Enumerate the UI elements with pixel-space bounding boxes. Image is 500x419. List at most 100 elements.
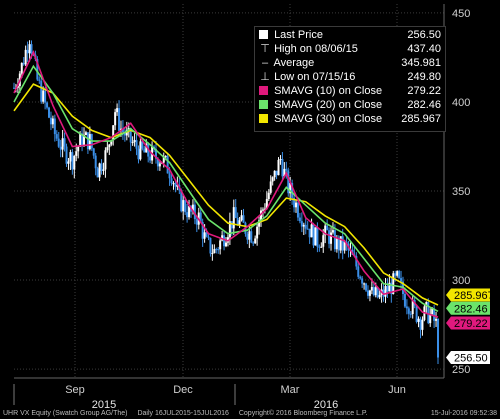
- x-tick-label: Dec: [173, 384, 193, 396]
- candle-body: [279, 159, 282, 161]
- candle-body: [46, 102, 49, 108]
- candle-body: [427, 302, 430, 324]
- candle-body: [139, 141, 142, 160]
- candle-body: [295, 202, 298, 208]
- candle-body: [322, 235, 325, 247]
- candle-body: [269, 181, 272, 193]
- candle-body: [79, 133, 82, 147]
- candle-body: [125, 130, 128, 136]
- x-tick-label: Sep: [65, 384, 85, 396]
- candle-body: [186, 212, 189, 218]
- candle-body: [86, 132, 89, 150]
- y-tick-label: 400: [452, 97, 470, 109]
- candle-body: [236, 217, 239, 226]
- candle-body: [405, 306, 408, 309]
- candle-body: [403, 294, 406, 307]
- candle-body: [407, 308, 410, 314]
- candle-body: [396, 271, 399, 276]
- sma30-line: [13, 83, 439, 306]
- candle-body: [92, 148, 95, 156]
- candle-body: [26, 49, 29, 54]
- candle-body: [36, 59, 39, 80]
- y-tick-label: 250: [452, 364, 470, 376]
- candle-body: [40, 80, 43, 102]
- candle-body: [215, 249, 218, 251]
- legend-label: SMAVG (30) on Close: [274, 113, 383, 125]
- candle-body: [419, 318, 422, 330]
- candle-body: [248, 231, 251, 240]
- candle-body: [228, 221, 231, 238]
- candle-body: [193, 204, 196, 220]
- footer-copyright: Copyright© 2016 Bloomberg Finance L.P.: [238, 410, 368, 417]
- legend-label: SMAVG (10) on Close: [274, 85, 383, 97]
- candle-body: [98, 163, 101, 178]
- legend-swatch-last-price: [259, 30, 268, 39]
- legend-label: SMAVG (20) on Close: [274, 99, 383, 111]
- legend-swatch-sma30: [259, 114, 268, 123]
- candle-body: [211, 253, 214, 255]
- candle-body: [63, 138, 66, 147]
- low-marker-icon: ⊥: [260, 71, 270, 83]
- candle-body: [59, 146, 62, 150]
- candle-body: [287, 170, 290, 194]
- candle-body: [38, 79, 41, 81]
- candle-body: [304, 224, 307, 229]
- candle-body: [374, 287, 377, 296]
- candle-body: [106, 147, 109, 151]
- candle-body: [355, 256, 358, 267]
- candle-body: [409, 313, 412, 315]
- candle-body: [57, 138, 60, 147]
- candle-body: [73, 155, 76, 170]
- legend-item-sma30: SMAVG (30) on Close 285.967: [259, 113, 441, 126]
- candle-body: [277, 159, 280, 176]
- candle-body: [168, 173, 171, 179]
- candle-body: [431, 308, 434, 314]
- candle-body: [102, 169, 105, 171]
- candle-body: [388, 282, 391, 292]
- candle-body: [232, 207, 235, 229]
- legend-item-last-price: Last Price 256.50: [259, 29, 441, 42]
- candle-body: [104, 150, 107, 170]
- legend-value: 437.40: [407, 43, 441, 55]
- footer-timestamp: 15-Jul-2016 09:52:38: [430, 410, 497, 417]
- value-tag: [446, 351, 490, 365]
- legend-item-high: ⊤ High on 08/06/15 437.40: [259, 43, 441, 56]
- candle-body: [343, 241, 346, 251]
- candle-body: [201, 222, 204, 239]
- legend-item-sma20: SMAVG (20) on Close 282.46: [259, 99, 441, 112]
- candle-body: [263, 208, 266, 210]
- candle-body: [221, 235, 224, 241]
- candle-body: [108, 144, 111, 148]
- chart-legend: Last Price 256.50 ⊤ High on 08/06/15 437…: [254, 26, 446, 132]
- candle-body: [96, 168, 99, 178]
- candle-body: [261, 209, 264, 211]
- candle-body: [180, 190, 183, 212]
- year-label: 2016: [314, 399, 338, 411]
- candle-body: [30, 44, 33, 54]
- candle-body: [123, 132, 126, 136]
- candle-body: [28, 44, 31, 54]
- candle-body: [293, 197, 296, 208]
- candle-body: [166, 156, 169, 174]
- candle-body: [22, 62, 25, 65]
- candle-body: [384, 286, 387, 297]
- candle-body: [131, 142, 134, 144]
- sma10-line: [13, 50, 439, 318]
- candle-body: [195, 219, 198, 225]
- candle-body: [291, 183, 294, 198]
- candle-body: [398, 271, 401, 279]
- candle-body: [363, 283, 366, 285]
- value-tag-label: 256.50: [454, 353, 488, 365]
- sma20-line: [13, 64, 439, 313]
- candle-body: [392, 273, 395, 295]
- candle-body: [121, 128, 124, 133]
- candle-body: [254, 238, 257, 244]
- candle-body: [81, 133, 84, 145]
- candle-body: [88, 134, 91, 150]
- candle-body: [320, 246, 323, 248]
- candle-body: [83, 135, 86, 145]
- candle-body: [415, 305, 418, 322]
- candle-body: [116, 108, 119, 113]
- value-tag: [446, 301, 490, 315]
- candle-body: [238, 220, 241, 226]
